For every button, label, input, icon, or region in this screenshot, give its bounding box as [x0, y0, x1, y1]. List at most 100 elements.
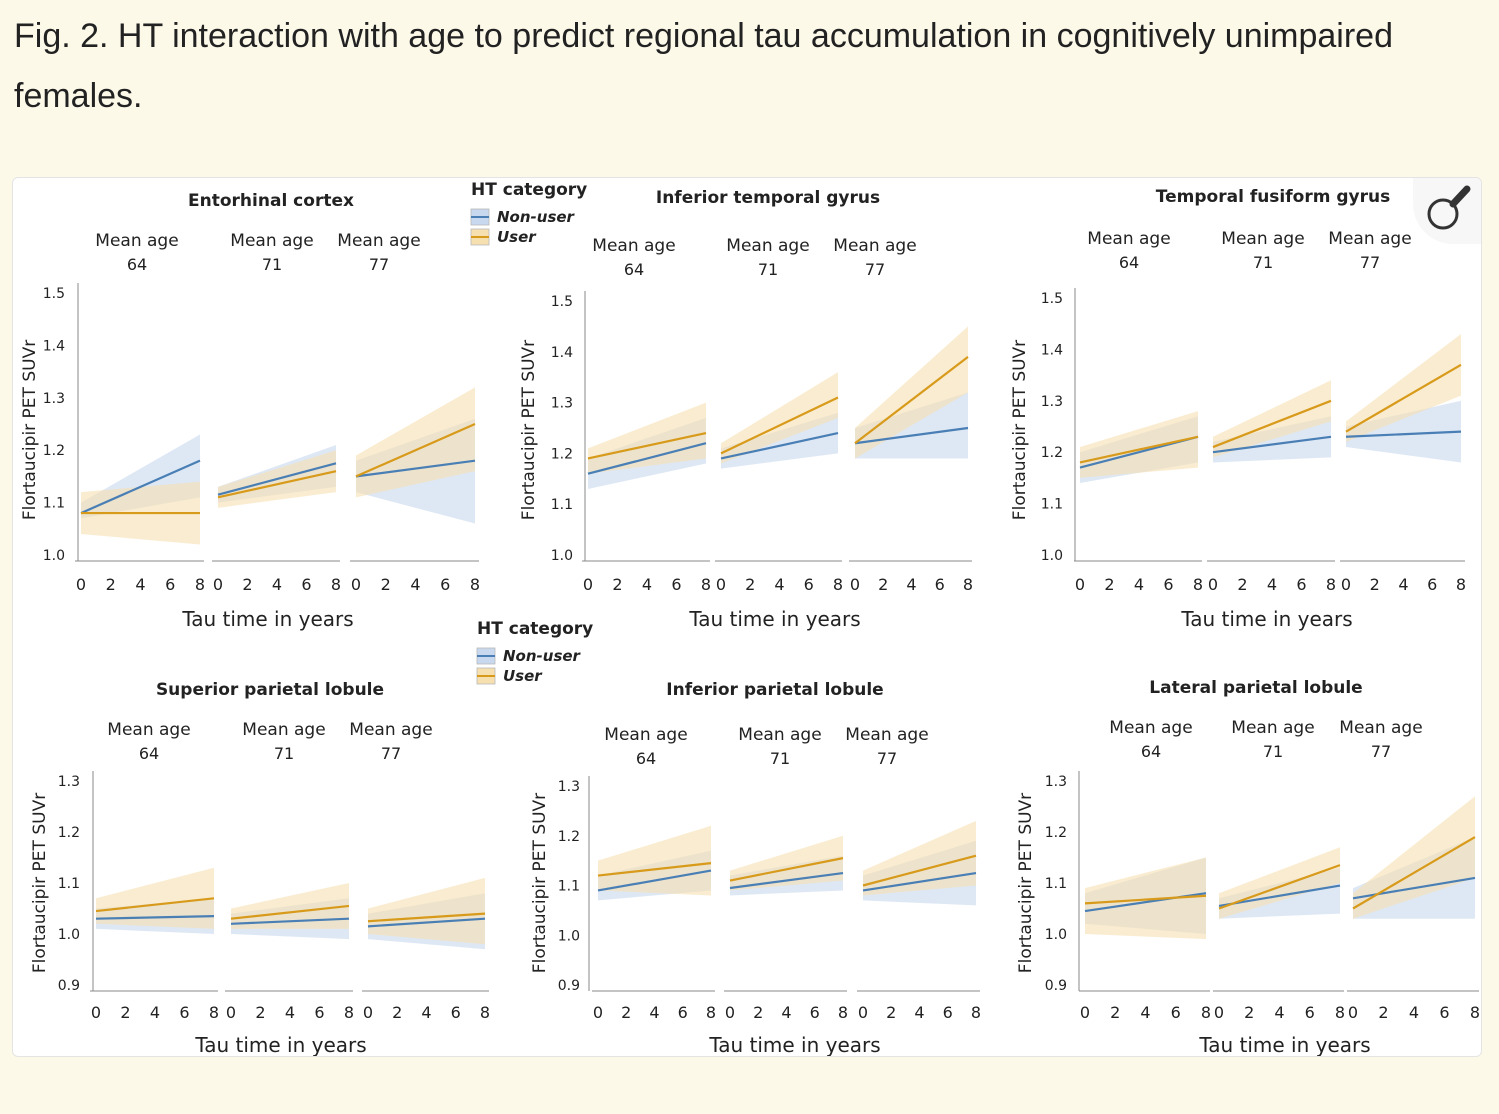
y-tick-label: 1.1 [1045, 876, 1067, 892]
legend-non-user-label: Non-user [503, 647, 582, 665]
x-tick-label: 6 [1171, 1003, 1181, 1022]
y-tick-label: 1.0 [58, 927, 80, 943]
y-tick-label: 1.3 [551, 396, 573, 412]
non-user-series-line [1352, 876, 1476, 900]
y-tick-label: 1.5 [551, 294, 573, 310]
x-tick-label: 8 [833, 575, 843, 594]
x-tick-label: 8 [963, 575, 973, 594]
y-tick-label: 1.0 [1041, 548, 1063, 564]
user-ci-band [855, 326, 968, 459]
legend-user-label: User [497, 228, 537, 246]
x-tick-label: 4 [1409, 1003, 1419, 1022]
x-tick-label: 0 [725, 1003, 735, 1022]
x-tick-label: 8 [1201, 1003, 1211, 1022]
x-tick-label: 2 [878, 575, 888, 594]
x-tick-label: 2 [120, 1003, 130, 1022]
facet-label-top: Mean age [337, 231, 420, 251]
facet-label-bottom: 77 [1371, 742, 1391, 761]
user-ci-band [356, 387, 475, 498]
x-tick-label: 0 [351, 575, 361, 594]
x-tick-label: 2 [1104, 575, 1114, 594]
facet-label-bottom: 71 [1253, 253, 1273, 272]
x-tick-label: 2 [106, 575, 116, 594]
x-tick-label: 4 [649, 1003, 659, 1022]
x-tick-label: 6 [314, 1003, 324, 1022]
facet-label-top: Mean age [1328, 229, 1411, 249]
x-tick-label: 2 [1370, 575, 1380, 594]
x-tick-label: 8 [971, 1003, 981, 1022]
panel-title: Inferior parietal lobule [666, 680, 883, 700]
y-tick-label: 1.1 [58, 876, 80, 892]
x-tick-label: 6 [804, 575, 814, 594]
x-tick-label: 2 [886, 1003, 896, 1022]
panel-title: Entorhinal cortex [188, 191, 354, 211]
non-user-ci-band [1346, 400, 1461, 463]
y-tick-label: 1.3 [1045, 774, 1067, 790]
facet-label-bottom: 77 [1360, 253, 1380, 272]
user-series-line [1212, 399, 1332, 449]
user-ci-band [721, 372, 838, 464]
non-user-series-line [1218, 884, 1341, 908]
facet-label-bottom: 77 [865, 260, 885, 279]
x-tick-label: 0 [226, 1003, 236, 1022]
x-axis-label: Tau time in years [1180, 607, 1352, 631]
x-tick-label: 0 [858, 1003, 868, 1022]
x-tick-label: 4 [421, 1003, 431, 1022]
non-user-series-line [862, 871, 977, 892]
user-ci-band [598, 825, 711, 896]
y-tick-label: 1.4 [551, 345, 573, 361]
x-tick-label: 4 [150, 1003, 160, 1022]
x-tick-label: 0 [1080, 1003, 1090, 1022]
x-tick-label: 4 [410, 575, 420, 594]
x-tick-label: 4 [774, 575, 784, 594]
x-tick-label: 2 [242, 575, 252, 594]
x-tick-label: 0 [850, 575, 860, 594]
figure-card: Entorhinal cortex Flortaucipir PET SUVr 1.… [12, 177, 1482, 1057]
facet-label-top: Mean age [1087, 229, 1170, 249]
x-tick-label: 4 [1140, 1003, 1150, 1022]
y-axis-label: Flortaucipir PET SUVr [1016, 793, 1036, 973]
y-tick-label: 1.3 [43, 391, 65, 407]
facet-label-top: Mean age [1339, 718, 1422, 738]
x-tick-label: 0 [1075, 575, 1085, 594]
y-tick-label: 1.5 [43, 286, 65, 302]
x-tick-label: 0 [1214, 1003, 1224, 1022]
facet-label-top: Mean age [833, 236, 916, 256]
facet-label-bottom: 77 [369, 255, 389, 274]
facet-label-top: Mean age [845, 725, 928, 745]
x-tick-label: 8 [1326, 575, 1336, 594]
x-tick-label: 8 [1470, 1003, 1480, 1022]
x-tick-label: 4 [1398, 575, 1408, 594]
x-tick-label: 4 [1267, 575, 1277, 594]
facet-label-bottom: 71 [770, 749, 790, 768]
x-tick-label: 8 [838, 1003, 848, 1022]
non-user-series-line [587, 442, 707, 475]
x-tick-label: 2 [745, 575, 755, 594]
non-user-series-line [95, 915, 215, 920]
x-tick-label: 8 [706, 1003, 716, 1022]
y-tick-label: 1.2 [1045, 825, 1067, 841]
user-ci-band [1353, 796, 1475, 919]
x-tick-label: 8 [195, 575, 205, 594]
non-user-series-line [80, 459, 201, 515]
non-user-series-line [729, 871, 844, 890]
non-user-series-line [217, 462, 337, 496]
chart-panel-4: Inferior parietal lobule Flortaucipir PET… [530, 680, 981, 1056]
x-tick-label: 2 [1244, 1003, 1254, 1022]
x-tick-label: 8 [331, 575, 341, 594]
x-tick-label: 2 [612, 575, 622, 594]
facet-label-top: Mean age [107, 720, 190, 740]
y-tick-label: 1.0 [43, 548, 65, 564]
x-tick-label: 0 [91, 1003, 101, 1022]
x-tick-label: 2 [621, 1003, 631, 1022]
non-user-series-line [854, 426, 969, 445]
y-tick-label: 1.2 [43, 443, 65, 459]
y-tick-label: 1.0 [1045, 927, 1067, 943]
zoom-button[interactable] [1413, 178, 1481, 244]
x-axis-label: Tau time in years [1198, 1033, 1370, 1057]
figure-caption: Fig. 2. HT interaction with age to predi… [14, 17, 1393, 115]
x-tick-label: 4 [135, 575, 145, 594]
panel-title: Inferior temporal gyrus [656, 188, 880, 208]
x-tick-label: 6 [1296, 575, 1306, 594]
y-tick-label: 1.2 [558, 829, 580, 845]
